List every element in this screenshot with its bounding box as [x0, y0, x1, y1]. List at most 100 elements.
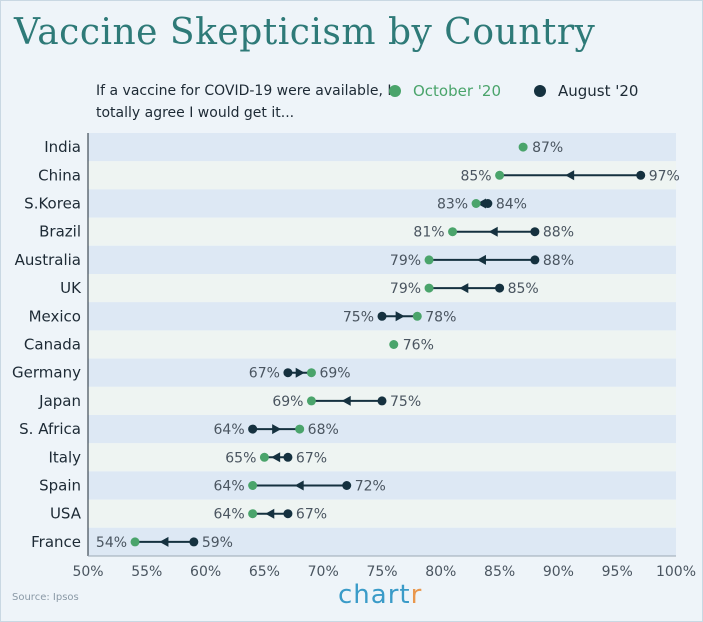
value-label-october-uk: 79% [390, 281, 421, 297]
country-label-brazil: Brazil [39, 223, 81, 241]
change-arrow-japan [341, 395, 351, 406]
row-band-germany [88, 358, 676, 387]
october-point-uk [424, 283, 434, 293]
october-point-japan [306, 396, 316, 406]
october-point-mexico [412, 311, 422, 321]
value-label-august-s-africa: 64% [214, 422, 245, 438]
change-arrow-s-africa [272, 424, 282, 435]
change-arrow-usa [265, 508, 275, 519]
value-label-october-spain: 64% [214, 479, 245, 495]
country-label-canada: Canada [24, 336, 81, 354]
change-arrow-uk [459, 283, 469, 294]
october-point-france [130, 537, 140, 547]
october-point-s-korea [471, 199, 481, 208]
legend-october-marker [389, 85, 401, 97]
row-band-spain [88, 471, 676, 500]
august-point-s-africa [248, 424, 258, 434]
x-tick-label-90: 90% [543, 564, 574, 580]
october-point-australia [424, 255, 434, 265]
x-tick-label-100: 100% [656, 564, 696, 580]
value-label-october-brazil: 81% [413, 225, 444, 241]
value-label-august-uk: 85% [508, 281, 539, 297]
row-band-s-korea [88, 189, 676, 218]
x-tick-label-80: 80% [425, 564, 456, 580]
value-label-october-australia: 79% [390, 253, 421, 269]
value-label-october-china: 85% [460, 168, 491, 184]
country-label-china: China [38, 166, 81, 184]
value-label-october-mexico: 78% [425, 309, 456, 325]
change-arrow-germany [295, 367, 305, 378]
row-band-canada [88, 330, 676, 359]
x-tick-label-70: 70% [308, 564, 339, 580]
august-point-italy [283, 452, 293, 462]
october-point-spain [248, 481, 258, 490]
chart-title: Vaccine Skepticism by Country [14, 12, 596, 53]
value-label-august-australia: 88% [543, 253, 574, 269]
value-label-october-usa: 64% [214, 507, 245, 523]
value-label-august-china: 97% [649, 168, 680, 184]
brand-logo: chartr [338, 580, 422, 610]
change-arrow-australia [476, 254, 486, 265]
country-label-spain: Spain [39, 477, 81, 495]
value-label-august-mexico: 75% [343, 309, 374, 325]
country-label-italy: Italy [48, 448, 81, 466]
change-arrow-china [565, 170, 575, 181]
x-tick-label-75: 75% [366, 564, 397, 580]
change-arrow-mexico [395, 311, 405, 322]
value-label-october-s-korea: 83% [437, 197, 468, 213]
country-label-india: India [44, 138, 81, 156]
x-tick-label-85: 85% [484, 564, 515, 580]
row-band-uk [88, 274, 676, 303]
value-label-august-usa: 67% [296, 507, 327, 523]
value-label-october-france: 54% [96, 535, 127, 551]
x-tick-label-55: 55% [131, 564, 162, 580]
october-point-s-africa [295, 424, 305, 434]
october-point-italy [259, 452, 269, 462]
august-point-germany [283, 368, 293, 378]
august-point-france [189, 537, 199, 547]
country-label-germany: Germany [12, 364, 81, 382]
x-tick-label-60: 60% [190, 564, 221, 580]
august-point-mexico [377, 311, 387, 321]
october-point-brazil [448, 227, 458, 237]
october-point-canada [389, 340, 399, 349]
change-arrow-spain [294, 480, 304, 491]
chart-question: If a vaccine for COVID-19 were available… [96, 83, 392, 121]
legend-august: August '20 [534, 82, 638, 100]
brand-main: chart [338, 580, 411, 610]
october-point-china [495, 170, 505, 180]
country-label-mexico: Mexico [29, 307, 81, 325]
august-point-usa [283, 509, 293, 519]
value-label-october-germany: 69% [319, 366, 350, 382]
change-arrow-france [159, 536, 169, 547]
row-band-brazil [88, 217, 676, 246]
value-label-india: 87% [532, 140, 563, 156]
legend-october: October '20 [389, 82, 501, 100]
value-label-october-japan: 69% [272, 394, 303, 410]
row-band-india [88, 133, 676, 162]
august-point-australia [530, 255, 540, 265]
value-label-august-s-korea: 84% [496, 197, 527, 213]
row-band-italy [88, 443, 676, 472]
brand-accent: r [410, 580, 423, 610]
august-point-japan [377, 396, 387, 406]
august-point-brazil [530, 227, 540, 237]
value-label-october-s-africa: 68% [308, 422, 339, 438]
value-label-august-spain: 72% [355, 479, 386, 495]
value-label-august-brazil: 88% [543, 225, 574, 241]
value-label-august-germany: 67% [249, 366, 280, 382]
august-point-china [636, 170, 646, 180]
x-tick-label-95: 95% [602, 564, 633, 580]
row-band-australia [88, 245, 676, 274]
row-band-usa [88, 499, 676, 528]
country-label-france: France [31, 533, 81, 551]
legend-august-label: August '20 [558, 82, 639, 100]
change-arrow-s-korea [476, 198, 486, 209]
value-label-canada: 76% [403, 338, 434, 354]
change-arrow-italy [271, 452, 281, 463]
x-tick-label-65: 65% [249, 564, 280, 580]
october-point-germany [306, 368, 316, 378]
value-label-august-france: 59% [202, 535, 233, 551]
country-label-uk: UK [60, 279, 82, 297]
